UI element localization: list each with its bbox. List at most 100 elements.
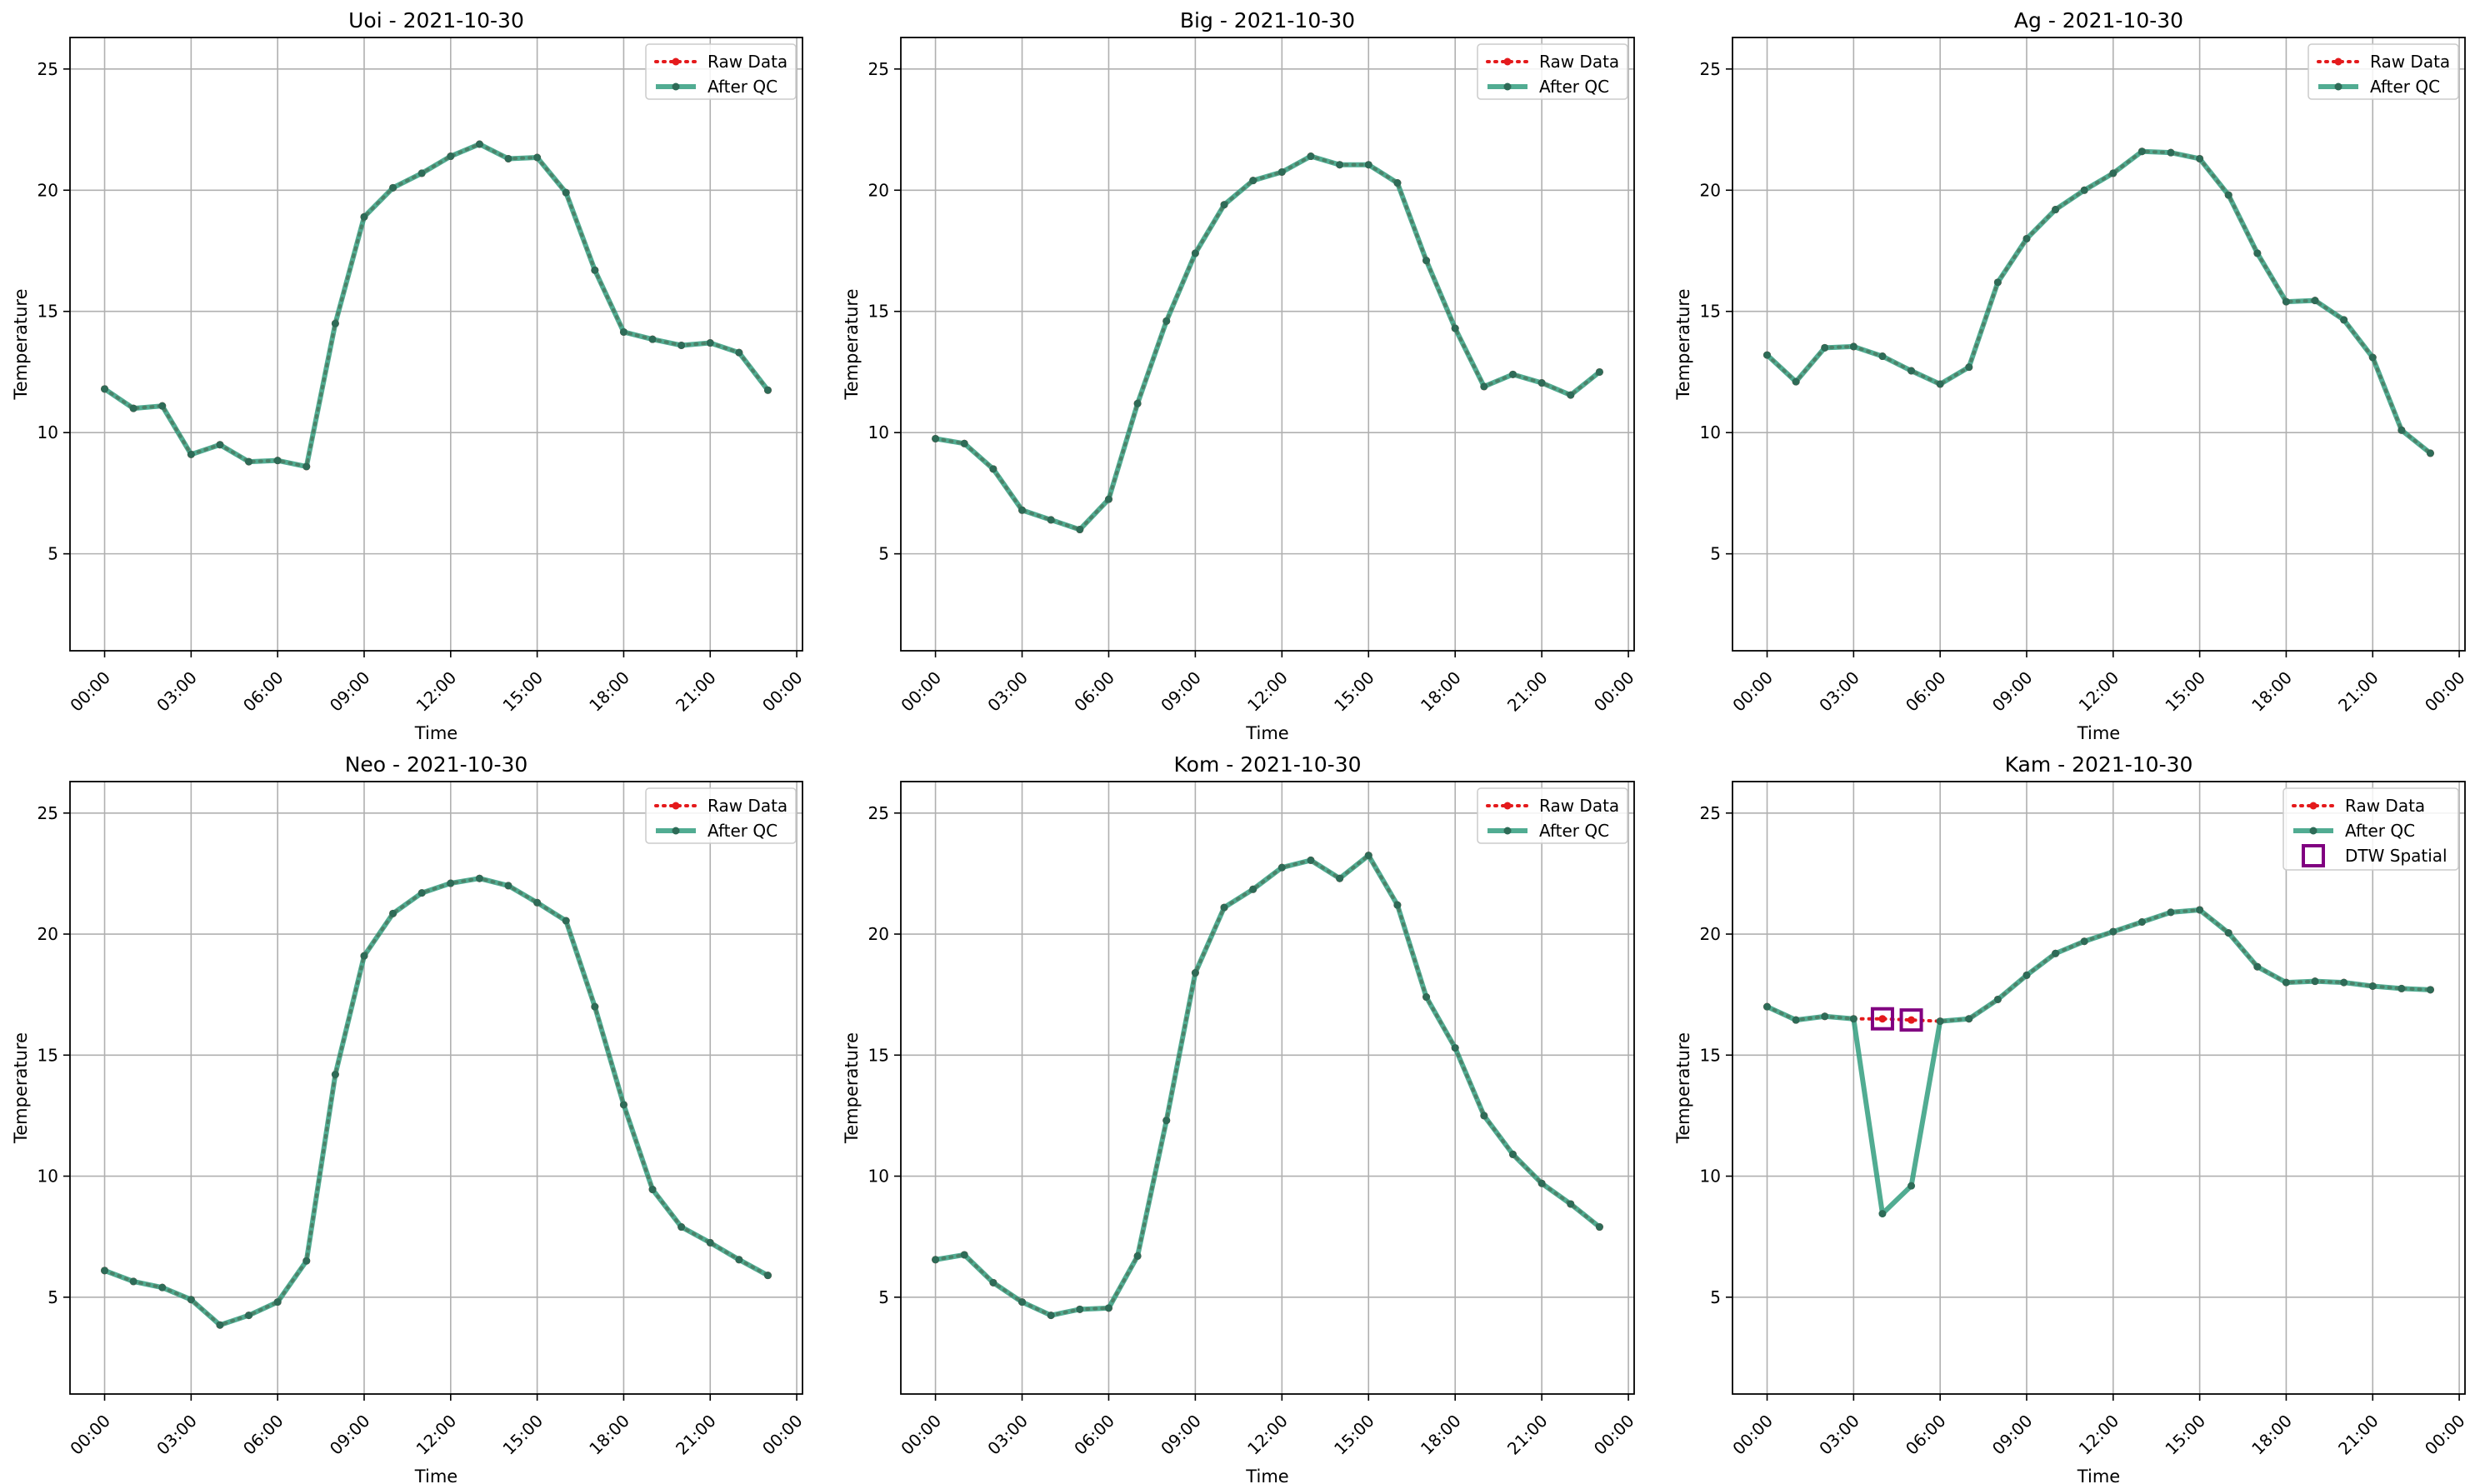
series-line-after-qc — [102, 142, 770, 469]
legend-raw-data-marker — [1503, 802, 1512, 810]
series-line-raw-data — [1765, 907, 2432, 1023]
after-qc-point — [989, 1278, 998, 1287]
legend-after-qc-label: After QC — [1539, 821, 1609, 841]
after-qc-point — [678, 341, 686, 349]
x-tick-label: 06:00 — [1902, 667, 1950, 716]
y-axis-label: Temperature — [11, 1032, 31, 1144]
series-line-raw-data — [933, 852, 1602, 1317]
y-axis-label: Temperature — [11, 288, 31, 400]
after-qc-point — [1191, 249, 1199, 257]
y-tick-label: 5 — [878, 544, 889, 564]
after-qc-point — [2368, 982, 2377, 990]
x-tick-label: 03:00 — [983, 667, 1032, 716]
after-qc-point — [763, 1272, 772, 1280]
after-qc-point — [1220, 201, 1228, 209]
legend-raw-data-label: Raw Data — [708, 52, 788, 72]
y-ticks: 5 10 15 20 25 — [868, 59, 901, 564]
x-tick-label: 00:00 — [2421, 1411, 2469, 1459]
after-qc-point — [1792, 377, 1800, 386]
chart-title: Big - 2021-10-30 — [1180, 8, 1355, 32]
grid — [70, 782, 802, 1394]
after-qc-point — [1393, 901, 1402, 909]
after-qc-point — [1763, 1002, 1772, 1011]
chart-panel-1: 00:00 03:00 06:00 09:00 12:00 15:00 18:00 21:00… — [11, 8, 807, 743]
after-qc-point — [1849, 342, 1858, 351]
after-qc-point — [1965, 1015, 1973, 1023]
chart-panel-5: 00:00 03:00 06:00 09:00 12:00 15:00 18:00 21:00… — [842, 752, 1638, 1484]
after-qc-point — [187, 450, 195, 458]
after-qc-point — [960, 1251, 968, 1259]
after-qc-point — [989, 465, 998, 473]
series-line-after-qc — [935, 153, 1602, 532]
after-qc-point — [706, 1238, 714, 1247]
after-qc-point — [533, 898, 542, 907]
after-qc-point — [1018, 1298, 1027, 1307]
after-qc-point — [1133, 1252, 1142, 1260]
after-qc-point — [2311, 297, 2319, 305]
after-qc-point — [1364, 852, 1372, 860]
legend-raw-data-marker — [672, 57, 680, 66]
after-qc-point — [2138, 147, 2146, 156]
x-tick-label: 18:00 — [1417, 667, 1465, 716]
chart-panel-4: 00:00 03:00 06:00 09:00 12:00 15:00 18:00 21:00… — [11, 752, 807, 1484]
x-tick-label: 06:00 — [1070, 1411, 1118, 1459]
legend-raw-data-label: Raw Data — [1539, 52, 1619, 72]
after-qc-point — [331, 1071, 339, 1079]
x-tick-label: 06:00 — [1070, 667, 1118, 716]
after-qc-point — [389, 909, 398, 917]
legend-after-qc-label: After QC — [1539, 77, 1609, 97]
after-qc-point — [1133, 399, 1142, 407]
y-tick-label: 5 — [48, 1287, 58, 1307]
x-tick-label: 09:00 — [1157, 667, 1205, 716]
after-qc-point — [1908, 367, 1916, 375]
after-qc-point — [2340, 316, 2348, 324]
x-axis-label: Time — [1245, 723, 1288, 743]
x-tick-label: 18:00 — [2248, 1411, 2296, 1459]
y-ticks: 5 10 15 20 25 — [868, 803, 901, 1307]
legend-dtw-spatial-swatch — [2302, 844, 2325, 867]
after-qc-point — [1191, 969, 1199, 977]
chart-panel-3: 00:00 03:00 06:00 09:00 12:00 15:00 18:00 21:00… — [1673, 8, 2469, 743]
x-axis-label: Time — [414, 723, 458, 743]
x-ticks: 00:00 03:00 06:00 09:00 12:00 15:00 18:00 21:00… — [897, 1394, 1638, 1459]
after-qc-point — [2022, 971, 2031, 979]
axes-frame — [900, 781, 1635, 1395]
series-line-raw-data — [102, 877, 770, 1327]
y-tick-label: 25 — [1700, 59, 1721, 79]
y-ticks: 5 10 15 20 25 — [1700, 59, 1732, 564]
legend: Raw Data After QC — [645, 787, 797, 844]
after-qc-point — [648, 335, 657, 343]
after-qc-point — [1595, 367, 1603, 376]
after-qc-point — [504, 882, 512, 890]
after-qc-point — [1821, 343, 1829, 352]
legend-after-qc-label: After QC — [708, 821, 778, 841]
grid — [1732, 782, 2465, 1394]
axes-frame — [900, 37, 1635, 652]
after-qc-point — [1849, 1015, 1858, 1023]
x-tick-label: 21:00 — [2334, 1411, 2382, 1459]
after-qc-point — [735, 348, 743, 357]
chart-title: Neo - 2021-10-30 — [345, 752, 528, 777]
x-axis-label: Time — [2077, 723, 2120, 743]
plot-area — [101, 874, 772, 1329]
legend: Raw Data After QC DTW Spatial — [2282, 787, 2459, 871]
after-qc-point — [1567, 1200, 1575, 1208]
legend-after-qc-label: After QC — [2370, 77, 2440, 97]
x-tick-label: 00:00 — [66, 1411, 114, 1459]
x-tick-label: 12:00 — [1243, 667, 1292, 716]
x-ticks: 00:00 03:00 06:00 09:00 12:00 15:00 18:00 21:00… — [66, 1394, 807, 1459]
y-tick-label: 20 — [868, 180, 889, 200]
y-tick-label: 10 — [1700, 422, 1721, 442]
after-qc-point — [216, 441, 224, 449]
after-qc-point — [245, 457, 253, 466]
after-qc-point — [389, 183, 398, 192]
after-qc-point — [447, 152, 455, 161]
x-ticks: 00:00 03:00 06:00 09:00 12:00 15:00 18:00 21:00… — [1728, 1394, 2469, 1459]
after-qc-point — [1422, 257, 1431, 265]
grid — [1732, 37, 2465, 651]
after-qc-point — [1538, 1179, 1546, 1187]
after-qc-point — [932, 1256, 940, 1264]
dtw-spatial-marker — [1870, 1007, 1894, 1031]
series-line-raw-data — [933, 154, 1602, 532]
